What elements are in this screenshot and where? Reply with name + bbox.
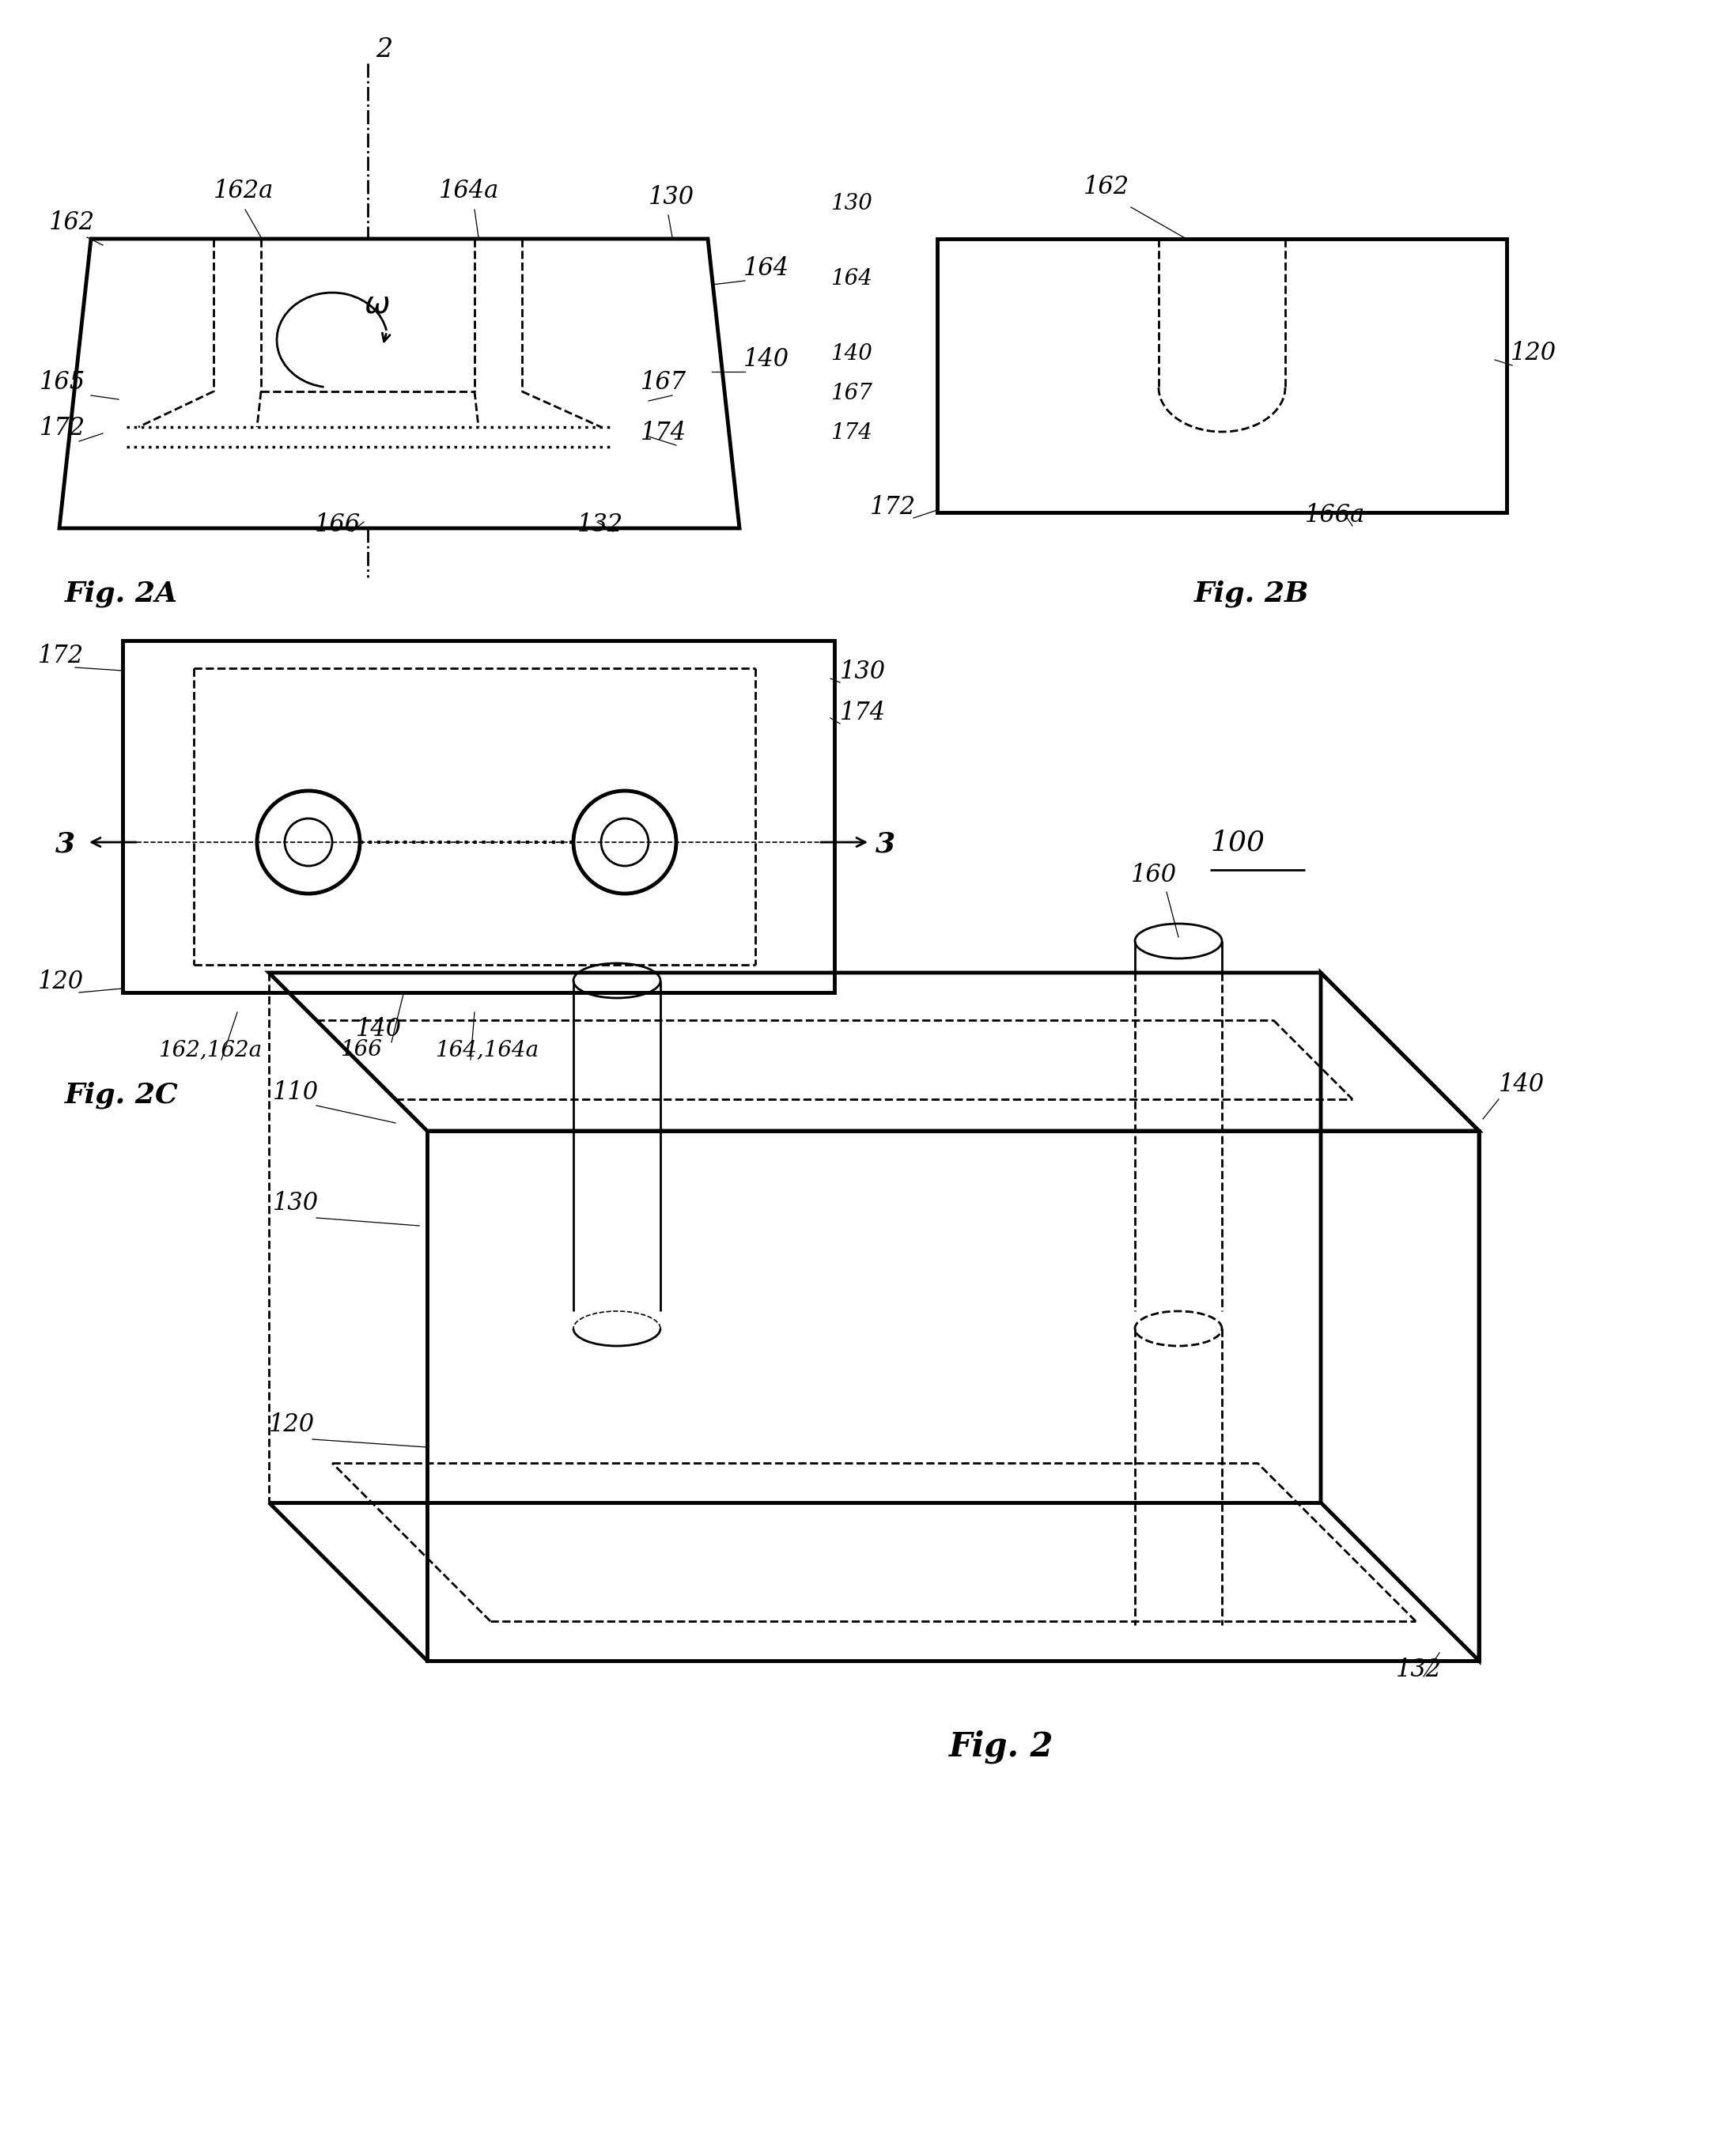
Text: 172: 172: [40, 415, 85, 441]
Text: 172: 172: [38, 643, 83, 669]
Text: 162a: 162a: [214, 179, 274, 202]
Text: 140: 140: [743, 346, 790, 372]
Text: 130: 130: [840, 660, 885, 684]
Text: 172: 172: [870, 495, 917, 521]
Text: 100: 100: [1210, 828, 1264, 856]
Text: 140: 140: [1498, 1073, 1545, 1097]
Text: Fig. 2C: Fig. 2C: [64, 1082, 179, 1110]
Text: 166a: 166a: [1305, 503, 1364, 527]
Text: 130: 130: [830, 194, 871, 215]
Text: 2: 2: [375, 37, 392, 62]
Text: 162,162a: 162,162a: [158, 1039, 262, 1060]
Text: 162: 162: [1083, 174, 1130, 200]
Text: 3: 3: [56, 830, 75, 858]
Text: 164: 164: [830, 269, 871, 290]
Text: $\omega$: $\omega$: [365, 288, 391, 318]
Text: 140: 140: [830, 344, 871, 364]
Text: 3: 3: [875, 830, 896, 858]
Text: 165: 165: [40, 370, 85, 394]
Text: 174: 174: [840, 701, 885, 725]
Text: Fig. 2B: Fig. 2B: [1194, 579, 1309, 607]
Text: 164,164a: 164,164a: [436, 1039, 538, 1060]
Text: 166: 166: [340, 1039, 382, 1060]
Text: 110: 110: [273, 1080, 319, 1106]
Text: 164a: 164a: [439, 179, 500, 202]
Text: 132: 132: [1396, 1658, 1443, 1682]
Text: Fig. 2: Fig. 2: [950, 1729, 1054, 1764]
Text: 164: 164: [743, 256, 790, 282]
Text: 174: 174: [830, 422, 871, 443]
Text: 140: 140: [356, 1017, 401, 1041]
Text: 174: 174: [641, 422, 687, 445]
Text: 120: 120: [269, 1413, 314, 1437]
Text: 120: 120: [38, 970, 83, 994]
Text: 130: 130: [649, 185, 694, 209]
Text: 166: 166: [314, 512, 361, 538]
Text: 160: 160: [1130, 863, 1177, 886]
Text: 120: 120: [1510, 340, 1557, 366]
Text: 162: 162: [49, 211, 95, 234]
Text: 167: 167: [641, 370, 687, 394]
Text: 167: 167: [830, 383, 871, 404]
Text: 130: 130: [273, 1192, 319, 1215]
Text: 132: 132: [578, 512, 623, 538]
Text: Fig. 2A: Fig. 2A: [64, 579, 179, 607]
